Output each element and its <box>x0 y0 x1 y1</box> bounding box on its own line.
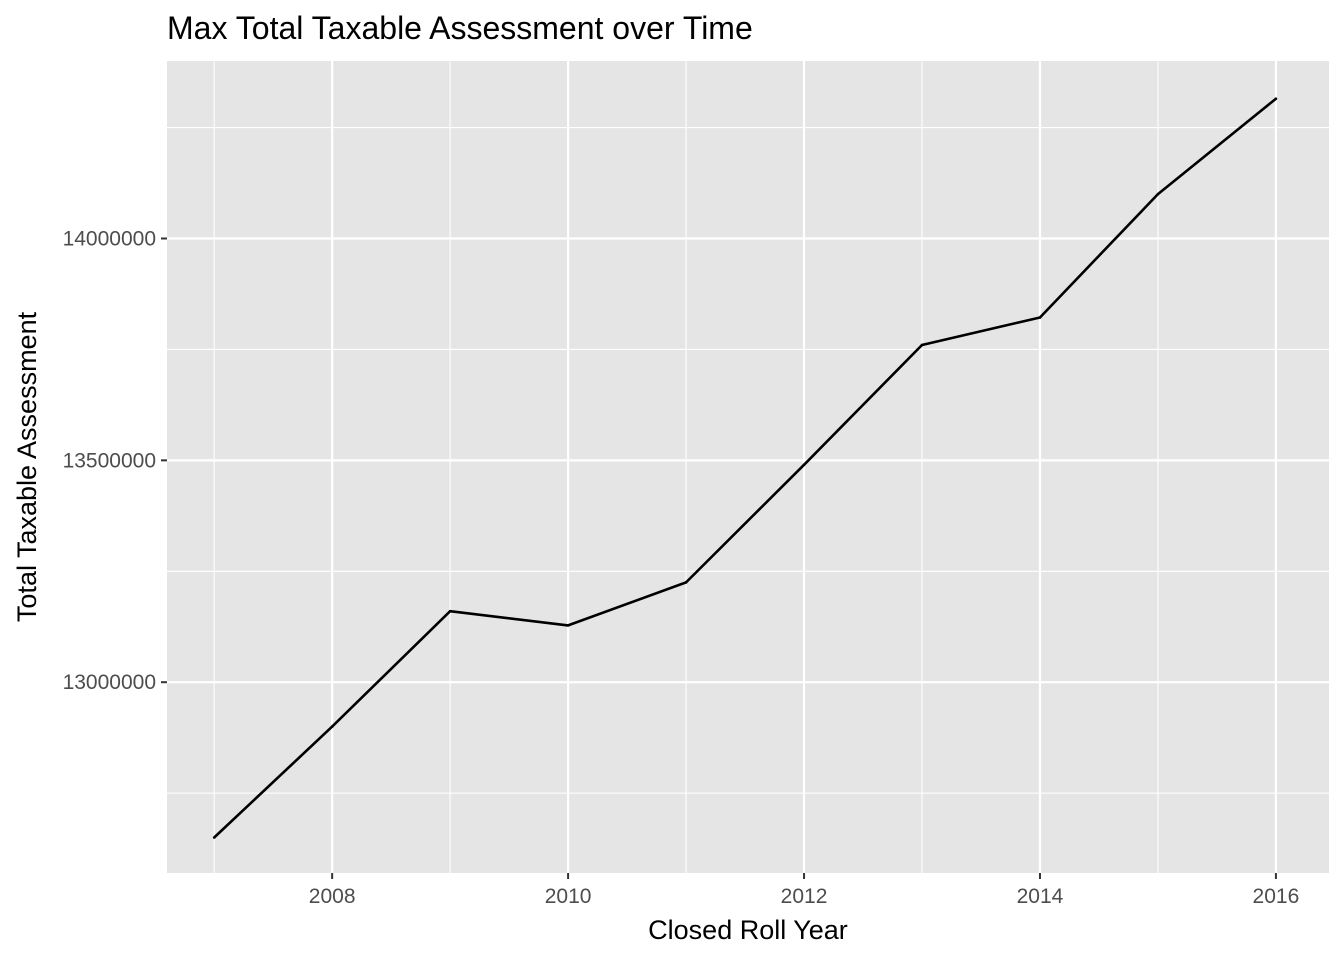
series-layer <box>212 97 1278 839</box>
grid-major <box>167 61 1329 873</box>
data-point <box>566 624 570 627</box>
x-tick-label: 2012 <box>781 885 828 908</box>
data-point <box>1156 192 1160 196</box>
y-axis-ticks: 13000000 13500000 14000000 <box>63 227 167 694</box>
x-tick-label: 2008 <box>309 885 356 908</box>
series-line <box>213 97 1277 839</box>
chart-title: Max Total Taxable Assessment over Time <box>167 10 753 46</box>
grid-minor <box>167 61 1329 873</box>
data-point <box>330 725 334 728</box>
x-tick-label: 2010 <box>545 885 592 908</box>
y-axis-title: Total Taxable Assessment <box>12 311 42 622</box>
data-point <box>448 609 452 613</box>
data-point <box>1274 97 1278 101</box>
data-point <box>684 581 688 584</box>
y-tick-label: 13500000 <box>63 449 156 472</box>
x-axis-title: Closed Roll Year <box>648 915 848 945</box>
data-point <box>212 836 216 839</box>
x-axis-ticks: 2008 2010 2012 2014 2016 <box>309 873 1299 908</box>
plot-panel <box>167 61 1329 873</box>
data-point <box>920 343 924 347</box>
x-tick-label: 2016 <box>1253 885 1300 908</box>
data-point <box>1038 316 1042 319</box>
x-tick-label: 2014 <box>1017 885 1064 908</box>
y-tick-label: 14000000 <box>63 227 156 250</box>
data-point <box>802 463 806 467</box>
y-tick-label: 13000000 <box>63 671 156 694</box>
